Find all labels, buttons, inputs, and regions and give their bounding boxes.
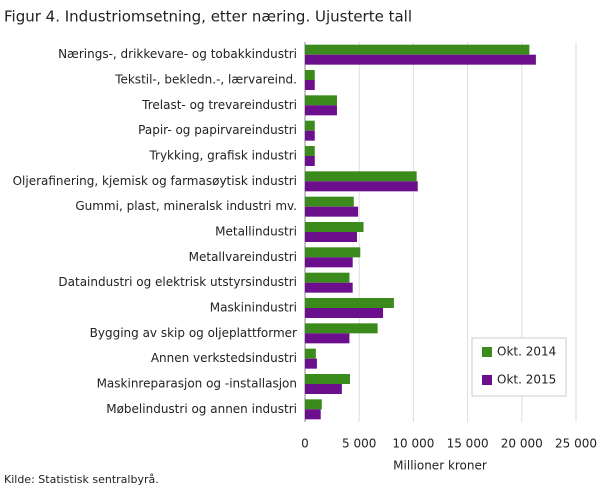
bar xyxy=(305,181,418,192)
bar xyxy=(305,358,317,369)
y-tick-label: Gummi, plast, mineralsk industri mv. xyxy=(75,199,297,213)
bar xyxy=(305,374,350,384)
bar xyxy=(305,348,316,359)
y-tick-label: Trykking, grafisk industri xyxy=(148,149,297,163)
x-tick-label: 15 000 xyxy=(447,437,489,451)
x-tick-label: 25 000 xyxy=(555,437,597,451)
y-tick-label: Trelast- og trevareindustri xyxy=(141,98,297,112)
bar xyxy=(305,146,315,156)
bar xyxy=(305,105,337,116)
bar xyxy=(305,308,384,318)
bar xyxy=(305,70,315,80)
source: Kilde: Statistisk sentralbyrå. xyxy=(4,473,159,486)
x-axis-label: Millioner kroner xyxy=(393,459,487,473)
bar xyxy=(305,130,315,141)
bar xyxy=(305,409,321,420)
bar xyxy=(305,333,350,344)
bar xyxy=(305,120,315,131)
bar xyxy=(305,323,378,334)
bar xyxy=(305,54,536,65)
legend-label: Okt. 2015 xyxy=(497,373,556,387)
y-tick-label: Maskinreparasjon og -installasjon xyxy=(97,377,297,391)
y-tick-label: Metallindustri xyxy=(215,225,297,239)
bar xyxy=(305,399,322,410)
bar xyxy=(305,156,315,166)
bar xyxy=(305,232,358,242)
y-tick-label: Møbelindustri og annen industri xyxy=(106,402,297,416)
bar xyxy=(305,222,364,232)
x-tick-label: 5 000 xyxy=(342,437,376,451)
bar xyxy=(305,282,353,293)
bar xyxy=(305,272,350,283)
x-tick-label: 0 xyxy=(301,437,309,451)
bar xyxy=(305,171,417,182)
bar xyxy=(305,196,354,207)
bar xyxy=(305,257,353,268)
chart-title: Figur 4. Industriomsetning, etter næring… xyxy=(4,8,412,26)
bar xyxy=(305,206,359,217)
y-tick-label: Tekstil-, bekledn.-, lærvareind. xyxy=(114,73,297,87)
y-tick-label: Metallvareindustri xyxy=(189,250,297,264)
y-tick-label: Maskinindustri xyxy=(210,301,297,315)
legend-swatch xyxy=(482,347,492,357)
x-tick-label: 10 000 xyxy=(392,437,434,451)
legend-box xyxy=(471,337,567,397)
bar xyxy=(305,247,361,258)
y-tick-label: Papir- og papirvareindustri xyxy=(138,123,297,137)
bar xyxy=(305,80,315,90)
bar xyxy=(305,95,337,106)
y-tick-label: Oljerafinering, kjemisk og farmasøytisk … xyxy=(13,174,297,188)
bar xyxy=(305,384,342,394)
x-tick-label: 20 000 xyxy=(501,437,543,451)
y-tick-label: Annen verkstedsindustri xyxy=(151,351,297,365)
bar xyxy=(305,298,394,308)
bar xyxy=(305,44,530,55)
legend-swatch xyxy=(482,375,492,385)
y-tick-label: Dataindustri og elektrisk utstyrsindustr… xyxy=(58,275,297,289)
y-tick-label: Nærings-, drikkevare- og tobakkindustri xyxy=(58,47,297,61)
legend-label: Okt. 2014 xyxy=(497,345,556,359)
y-tick-label: Bygging av skip og oljeplattformer xyxy=(90,326,297,340)
